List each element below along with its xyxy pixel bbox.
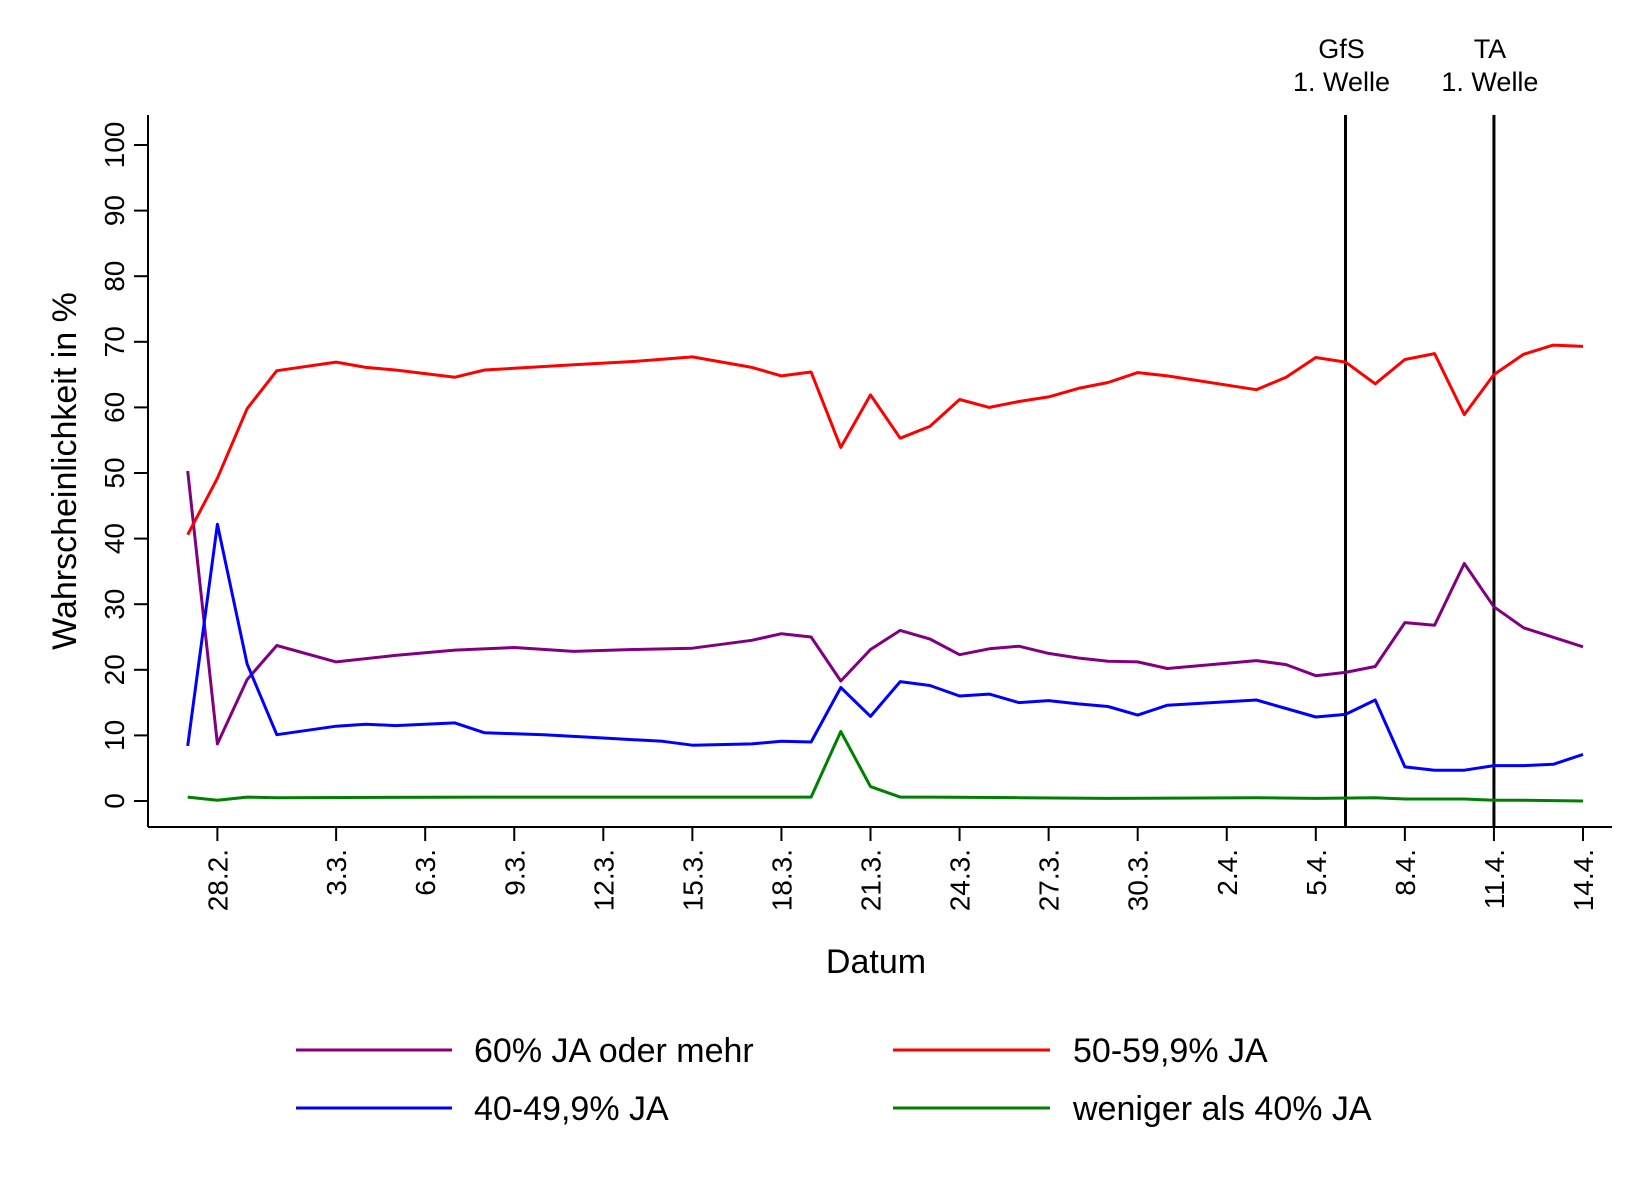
y-tick-label: 10 <box>99 720 130 751</box>
series-lines <box>186 343 1584 803</box>
y-tick-label: 50 <box>99 457 130 488</box>
legend: 60% JA oder mehr 50-59,9% JA 40-49,9% JA we… <box>296 1032 1372 1128</box>
event-label-title: GfS <box>1318 34 1365 64</box>
axes: 0 10 20 30 40 50 60 70 80 90 100 28.2. 3.3. 6.3. 9.3. 1… <box>99 115 1612 911</box>
y-tick-label: 80 <box>99 261 130 292</box>
x-axis-title: Datum <box>826 943 926 981</box>
y-tick-label: 60 <box>99 392 130 423</box>
x-tick-label: 11.4. <box>1479 849 1510 909</box>
legend-label: 40-49,9% JA <box>474 1090 669 1128</box>
y-tick-label: 100 <box>99 122 130 169</box>
series-line-2 <box>186 343 1584 536</box>
x-tick-label: 27.3. <box>1034 849 1065 911</box>
legend-label: 50-59,9% JA <box>1073 1032 1268 1070</box>
x-tick-label: 12.3. <box>588 849 619 911</box>
y-tick-label: 90 <box>99 195 130 226</box>
x-tick-label: 9.3. <box>499 849 530 896</box>
x-tick-label: 15.3. <box>677 849 708 911</box>
x-tick-label: 14.4. <box>1568 849 1599 911</box>
x-tick-label: 5.4. <box>1301 849 1332 896</box>
legend-label: weniger als 40% JA <box>1072 1090 1372 1128</box>
x-tick-label: 30.3. <box>1123 849 1154 911</box>
y-axis-title: Wahrscheinlichkeit in % <box>46 292 84 650</box>
x-tick-label: 8.4. <box>1390 849 1421 896</box>
series-line-3 <box>186 522 1584 772</box>
y-tick-label: 20 <box>99 654 130 685</box>
x-tick-label: 6.3. <box>410 849 441 896</box>
y-tick-label: 0 <box>99 793 130 809</box>
x-tick-label: 24.3. <box>945 849 976 911</box>
series-line-4 <box>187 730 1584 803</box>
event-label-subtitle: 1. Welle <box>1293 67 1390 97</box>
legend-label: 60% JA oder mehr <box>474 1032 754 1070</box>
y-tick-label: 30 <box>99 589 130 620</box>
x-tick-label: 2.4. <box>1212 849 1243 896</box>
series-line-1 <box>186 470 1584 746</box>
y-tick-label: 40 <box>99 523 130 554</box>
x-tick-label: 3.3. <box>321 849 352 896</box>
x-tick-label: 21.3. <box>856 849 887 911</box>
event-label-title: TA <box>1474 34 1507 64</box>
event-label-subtitle: 1. Welle <box>1441 67 1538 97</box>
x-tick-label: 28.2. <box>202 849 233 911</box>
y-tick-label: 70 <box>99 326 130 357</box>
x-tick-label: 18.3. <box>766 849 797 911</box>
